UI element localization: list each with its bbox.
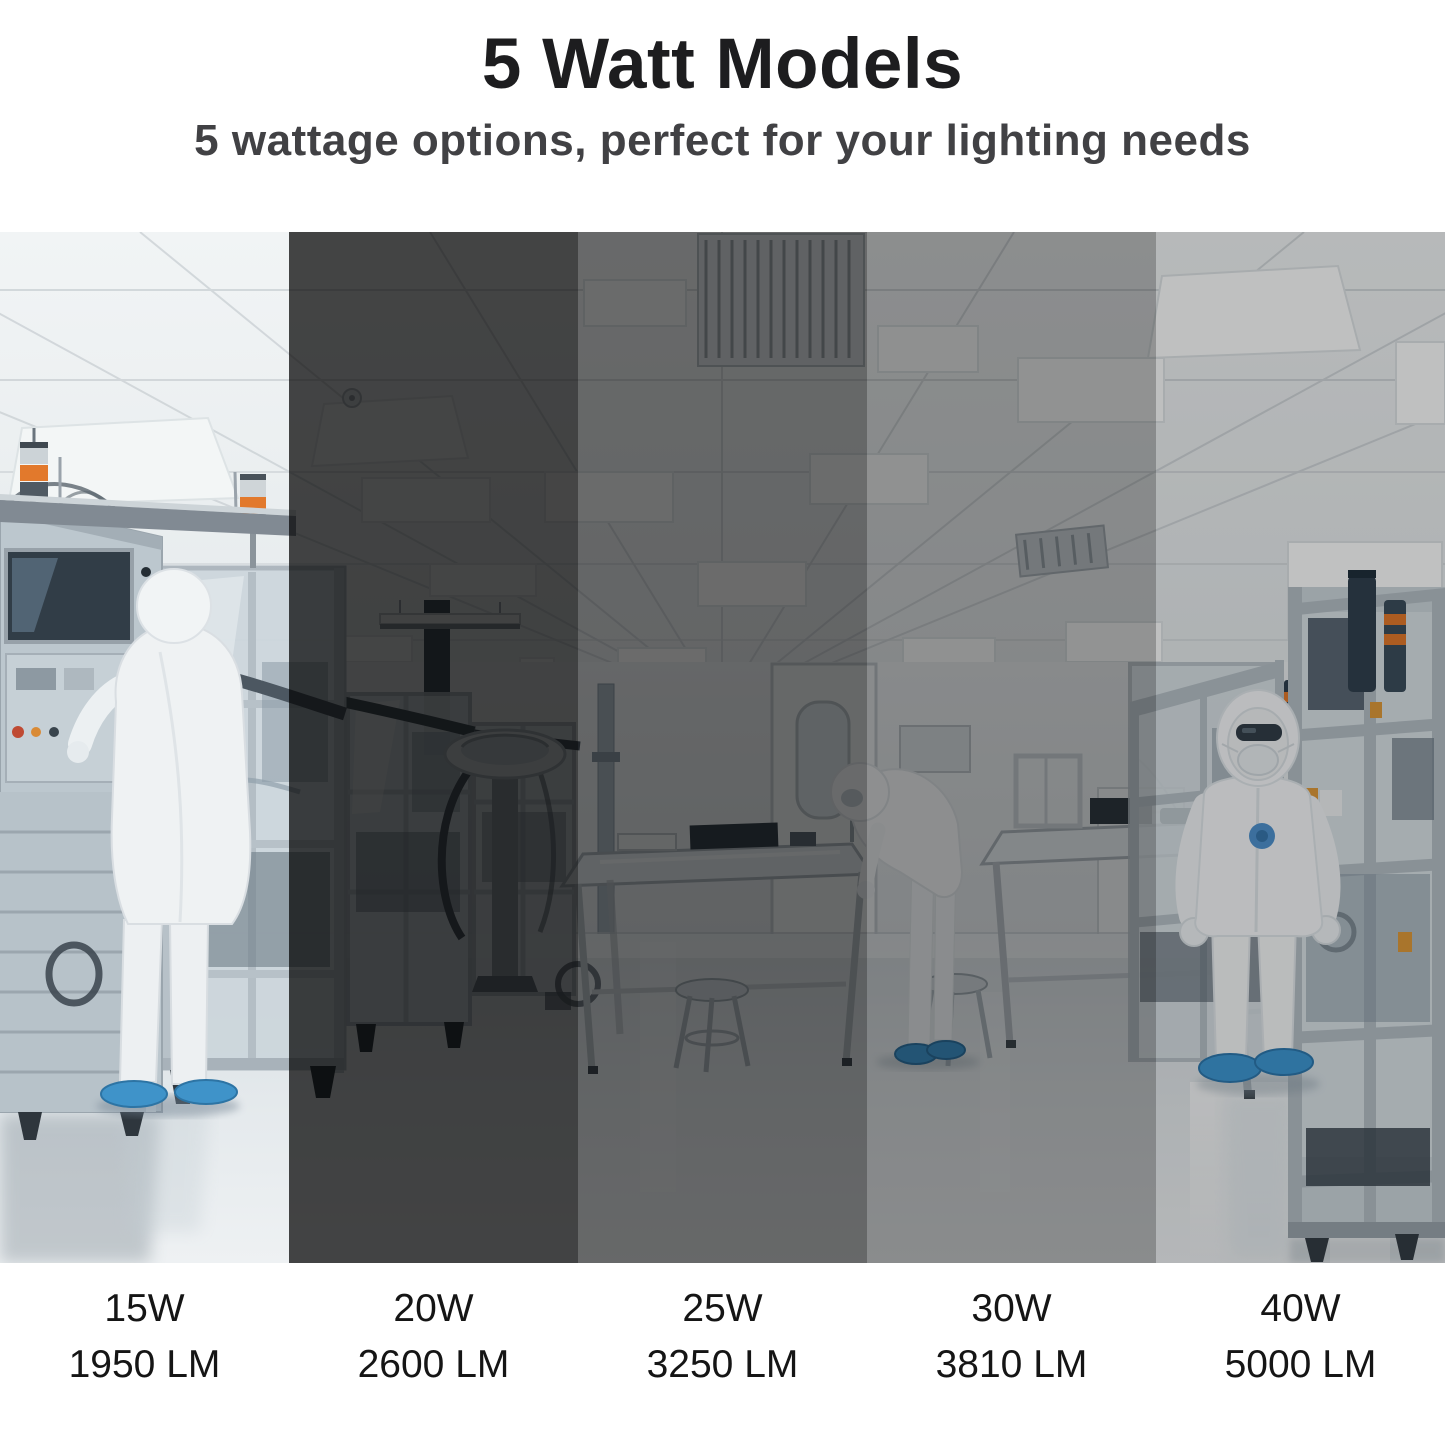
- page-title: 5 Watt Models: [481, 25, 964, 104]
- cleanroom-photo: [0, 232, 1445, 1263]
- watts-label: 20W: [393, 1287, 474, 1330]
- page-subtitle: 5 wattage options, perfect for your ligh…: [194, 116, 1251, 166]
- wattage-labels-row: 15W 1950 LM 20W 2600 LM 25W 3250 LM 30W …: [0, 1281, 1445, 1393]
- wattage-option-20w: 20W 2600 LM: [289, 1281, 578, 1393]
- air-vent: [697, 233, 865, 367]
- worker-right: [1175, 689, 1341, 1095]
- lumens-label: 3810 LM: [935, 1343, 1088, 1386]
- watts-label: 40W: [1260, 1287, 1341, 1330]
- lumens-label: 1950 LM: [68, 1343, 221, 1386]
- worker-left: [67, 568, 252, 1117]
- wattage-option-40w: 40W 5000 LM: [1156, 1281, 1445, 1393]
- watts-label: 30W: [971, 1287, 1052, 1330]
- lumens-label: 2600 LM: [357, 1343, 510, 1386]
- header: 5 Watt Models 5 wattage options, perfect…: [0, 25, 1445, 166]
- cleanroom-scene-illustration: [0, 232, 1445, 1263]
- watts-label: 15W: [104, 1287, 185, 1330]
- signal-tower-icon: [20, 428, 48, 520]
- wattage-option-30w: 30W 3810 LM: [867, 1281, 1156, 1393]
- air-vent-small: [1014, 524, 1110, 578]
- wattage-option-25w: 25W 3250 LM: [578, 1281, 867, 1393]
- hanging-light-near: [0, 457, 296, 536]
- lumens-label: 5000 LM: [1224, 1343, 1377, 1386]
- wattage-option-15w: 15W 1950 LM: [0, 1281, 289, 1393]
- signal-tower-icon: [1348, 570, 1406, 692]
- smoke-detector-icon: [342, 388, 362, 408]
- lumens-label: 3250 LM: [646, 1343, 799, 1386]
- watts-label: 25W: [682, 1287, 763, 1330]
